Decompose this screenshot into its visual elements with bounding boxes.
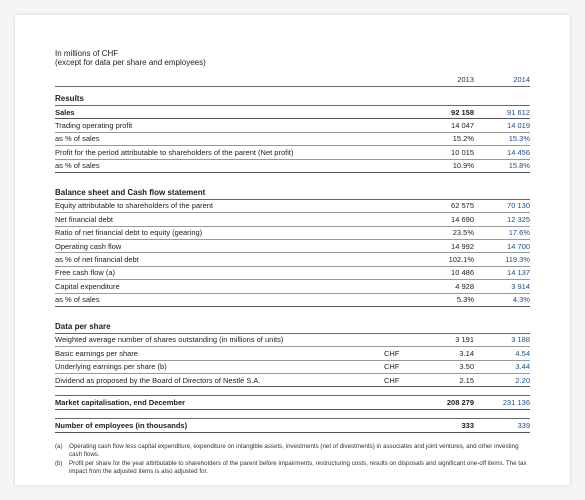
row-op-cash-flow: Operating cash flow 14 992 14 700 xyxy=(55,240,530,253)
row-underlying-eps: Underlying earnings per share (b) CHF 3.… xyxy=(55,361,530,374)
val-2013: 208 279 xyxy=(418,398,474,407)
val-2013: 3 191 xyxy=(418,335,474,344)
label: Weighted average number of shares outsta… xyxy=(55,335,384,344)
label: as % of sales xyxy=(55,134,418,143)
label: Basic earnings per share xyxy=(55,349,384,358)
val-2013: 23.5% xyxy=(418,228,474,237)
label: as % of net financial debt xyxy=(55,255,418,264)
section-title-balance: Balance sheet and Cash flow statement xyxy=(55,185,530,200)
row-free-cash-flow: Free cash flow (a) 10 486 14 137 xyxy=(55,267,530,280)
footnotes: (a) Operating cash flow less capital exp… xyxy=(55,443,530,476)
val-2013: 14 690 xyxy=(418,215,474,224)
val-2014: 339 xyxy=(474,421,530,430)
val-2013: 10 015 xyxy=(418,148,474,157)
unit: CHF xyxy=(384,362,418,371)
footnote-text: Profit per share for the year attributab… xyxy=(69,460,530,477)
row-pct-sales-1: as % of sales 15.2% 15.3% xyxy=(55,133,530,146)
val-2013: 10.9% xyxy=(418,161,474,170)
row-gearing: Ratio of net financial debt to equity (g… xyxy=(55,227,530,240)
row-net-profit: Profit for the period attributable to sh… xyxy=(55,146,530,159)
section-title-pershare: Data per share xyxy=(55,319,530,334)
val-2013: 2.15 xyxy=(418,376,474,385)
val-2013: 10 486 xyxy=(418,268,474,277)
label: Profit for the period attributable to sh… xyxy=(55,148,418,157)
val-2014: 3 914 xyxy=(474,282,530,291)
val-2013: 3.14 xyxy=(418,349,474,358)
label: Dividend as proposed by the Board of Dir… xyxy=(55,376,384,385)
label: Equity attributable to shareholders of t… xyxy=(55,201,418,210)
row-capex: Capital expenditure 4 928 3 914 xyxy=(55,280,530,293)
row-market-cap: Market capitalisation, end December 208 … xyxy=(55,395,530,410)
label: as % of sales xyxy=(55,161,418,170)
val-2013: 5.3% xyxy=(418,295,474,304)
label: Operating cash flow xyxy=(55,242,418,251)
val-2014: 3 188 xyxy=(474,335,530,344)
row-dividend: Dividend as proposed by the Board of Dir… xyxy=(55,374,530,387)
year-col-2013: 2013 xyxy=(418,75,474,86)
val-2013: 15.2% xyxy=(418,134,474,143)
year-col-2014: 2014 xyxy=(474,75,530,86)
row-basic-eps: Basic earnings per share CHF 3.14 4.54 xyxy=(55,347,530,360)
label: Sales xyxy=(55,108,418,117)
label: Capital expenditure xyxy=(55,282,418,291)
unit: CHF xyxy=(384,376,418,385)
label: Market capitalisation, end December xyxy=(55,398,418,407)
unit: CHF xyxy=(384,349,418,358)
financial-report-page: In millions of CHF (except for data per … xyxy=(15,15,570,485)
val-2014: 4.3% xyxy=(474,295,530,304)
val-2013: 92 158 xyxy=(418,108,474,117)
val-2014: 15.8% xyxy=(474,161,530,170)
row-pct-net-fin-debt: as % of net financial debt 102.1% 119.3% xyxy=(55,253,530,266)
val-2013: 102.1% xyxy=(418,255,474,264)
label: Net financial debt xyxy=(55,215,418,224)
val-2014: 17.6% xyxy=(474,228,530,237)
val-2013: 333 xyxy=(418,421,474,430)
footnote-a: (a) Operating cash flow less capital exp… xyxy=(55,443,530,460)
val-2013: 62 575 xyxy=(418,201,474,210)
val-2014: 91 612 xyxy=(474,108,530,117)
row-sales: Sales 92 158 91 612 xyxy=(55,106,530,119)
val-2014: 2.20 xyxy=(474,376,530,385)
val-2014: 14 456 xyxy=(474,148,530,157)
row-shares-outstanding: Weighted average number of shares outsta… xyxy=(55,334,530,347)
val-2014: 4.54 xyxy=(474,349,530,358)
row-net-fin-debt: Net financial debt 14 690 12 325 xyxy=(55,213,530,226)
intro-line-2: (except for data per share and employees… xyxy=(55,58,530,67)
footnote-text: Operating cash flow less capital expendi… xyxy=(69,443,530,460)
intro-line-1: In millions of CHF xyxy=(55,49,530,58)
val-2014: 3.44 xyxy=(474,362,530,371)
val-2014: 14 019 xyxy=(474,121,530,130)
row-trading-op-profit: Trading operating profit 14 047 14 019 xyxy=(55,119,530,132)
section-title-results: Results xyxy=(55,91,530,106)
footnote-b: (b) Profit per share for the year attrib… xyxy=(55,460,530,477)
row-pct-sales-2: as % of sales 10.9% 15.8% xyxy=(55,160,530,173)
row-capex-pct: as % of sales 5.3% 4.3% xyxy=(55,294,530,307)
label: Number of employees (in thousands) xyxy=(55,421,418,430)
footnote-key: (b) xyxy=(55,460,69,477)
row-equity: Equity attributable to shareholders of t… xyxy=(55,200,530,213)
label: Ratio of net financial debt to equity (g… xyxy=(55,228,418,237)
val-2014: 70 130 xyxy=(474,201,530,210)
year-header-row: 2013 2014 xyxy=(55,75,530,87)
val-2013: 14 992 xyxy=(418,242,474,251)
val-2013: 14 047 xyxy=(418,121,474,130)
val-2014: 14 137 xyxy=(474,268,530,277)
label: Free cash flow (a) xyxy=(55,268,418,277)
val-2014: 12 325 xyxy=(474,215,530,224)
unit xyxy=(384,335,418,344)
val-2014: 231 136 xyxy=(474,398,530,407)
val-2013: 3.50 xyxy=(418,362,474,371)
row-employees: Number of employees (in thousands) 333 3… xyxy=(55,418,530,433)
label: as % of sales xyxy=(55,295,418,304)
val-2013: 4 928 xyxy=(418,282,474,291)
val-2014: 15.3% xyxy=(474,134,530,143)
val-2014: 119.3% xyxy=(474,255,530,264)
label: Underlying earnings per share (b) xyxy=(55,362,384,371)
label: Trading operating profit xyxy=(55,121,418,130)
val-2014: 14 700 xyxy=(474,242,530,251)
footnote-key: (a) xyxy=(55,443,69,460)
